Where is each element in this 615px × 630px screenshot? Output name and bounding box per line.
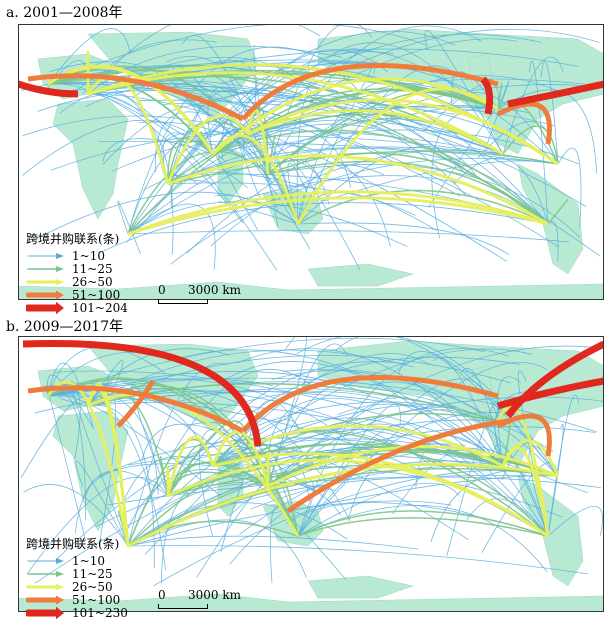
legend-swatch-3 — [26, 278, 64, 285]
scale-label: 3000 km — [188, 283, 242, 297]
panel-a-title: a. 2001—2008年 — [6, 5, 123, 21]
legend-swatch-1 — [27, 557, 64, 564]
legend-swatch-2 — [27, 570, 64, 577]
panel-b-legend-item-1: 1~10 — [26, 554, 128, 568]
panel-b-legend-title: 跨境并购联系(条) — [26, 537, 120, 551]
panel-b-legend-item-4: 51~100 — [26, 593, 128, 607]
panel-a-legend-item-5: 101~204 — [26, 301, 128, 315]
panel-a-scale-bar: 0 3000 km — [158, 283, 241, 304]
panel-a-map — [18, 24, 604, 300]
panel-b-title: b. 2009—2017年 — [6, 319, 124, 335]
legend-swatch-4 — [26, 595, 64, 604]
panel-a-legend-title: 跨境并购联系(条) — [26, 232, 120, 246]
scale-zero: 0 — [158, 283, 166, 297]
panel-b-scale-bar: 0 3000 km — [158, 588, 241, 609]
panel-a-legend-item-1: 1~10 — [26, 249, 128, 263]
legend-swatch-4 — [26, 290, 64, 299]
panel-a-legend-item-4: 51~100 — [26, 288, 128, 302]
panel-a-legend-item-2: 11~25 — [26, 262, 128, 276]
legend-swatch-1 — [27, 252, 64, 259]
panel-b-legend-item-5: 101~230 — [26, 606, 128, 620]
panel-b-legend-item-3: 26~50 — [26, 580, 128, 594]
legend-swatch-3 — [26, 583, 64, 590]
legend-swatch-5 — [26, 301, 64, 314]
panel-b-legend: 跨境并购联系(条) 1~10 11~25 26~50 51~100 101~23… — [26, 535, 128, 620]
panel-b-map — [18, 336, 604, 612]
legend-swatch-2 — [27, 265, 64, 272]
legend-swatch-5 — [26, 606, 64, 619]
scale-zero: 0 — [158, 588, 166, 602]
scale-label: 3000 km — [188, 588, 242, 602]
panel-b-legend-item-2: 11~25 — [26, 567, 128, 581]
panel-a-legend: 跨境并购联系(条) 1~10 11~25 26~50 51~100 101~20… — [26, 230, 128, 315]
panel-a-legend-item-3: 26~50 — [26, 275, 128, 289]
